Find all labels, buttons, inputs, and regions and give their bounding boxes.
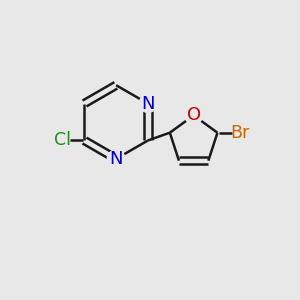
Text: Br: Br [230,124,249,142]
Text: Cl: Cl [54,131,71,149]
Circle shape [107,150,125,168]
Text: N: N [110,150,123,168]
Circle shape [139,95,157,112]
Text: O: O [187,106,201,124]
Text: N: N [141,94,155,112]
Circle shape [185,106,203,124]
